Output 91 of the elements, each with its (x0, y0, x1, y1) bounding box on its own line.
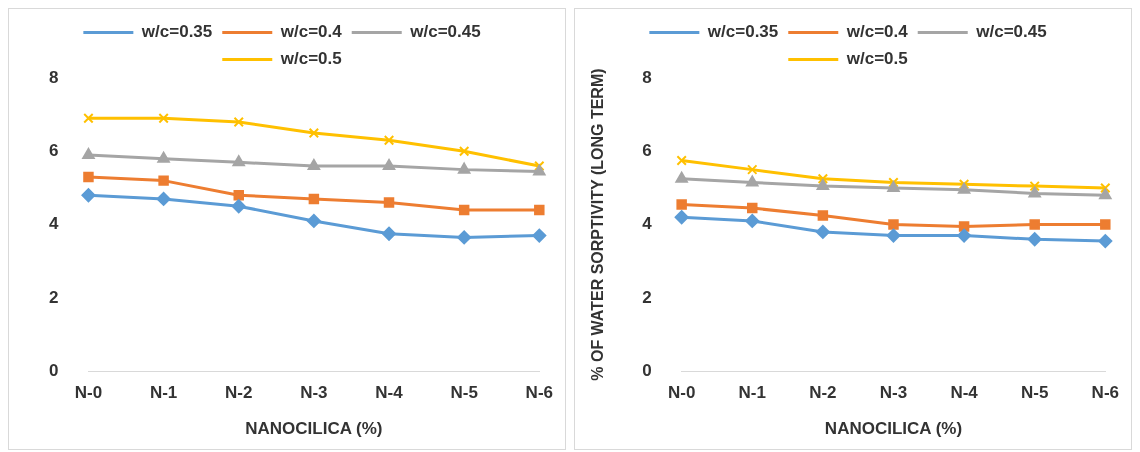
point (382, 226, 397, 241)
point (674, 210, 689, 225)
legend-label: w/c=0.4 (279, 22, 343, 42)
point (532, 228, 547, 243)
point (745, 213, 760, 228)
point (457, 162, 471, 174)
point (383, 197, 395, 208)
x-tick-label: N-5 (450, 383, 478, 403)
point (158, 175, 169, 186)
point (957, 228, 972, 243)
point (232, 155, 245, 167)
x-tick-label: N-4 (375, 383, 404, 403)
point (1027, 232, 1042, 247)
legend-label: w/c=0.35 (140, 22, 213, 42)
point (383, 135, 395, 146)
point (747, 202, 758, 214)
legend-label: w/c=0.5 (845, 49, 908, 69)
point (675, 171, 688, 183)
x-tick-label: N-0 (667, 383, 696, 403)
point (231, 199, 246, 214)
y-tick-label: 2 (48, 287, 59, 307)
x-tick-label: N-4 (950, 383, 979, 403)
point (1100, 182, 1111, 194)
point (958, 179, 970, 190)
point (1099, 188, 1112, 200)
x-tick-label: N-2 (225, 383, 253, 403)
y-axis-title: % OF WATER SORPTIVITY (LONG TERM) (589, 68, 607, 381)
point (676, 199, 687, 210)
point (815, 224, 830, 239)
point (746, 175, 759, 187)
x-tick-label: N-0 (74, 383, 103, 403)
x-axis-title: NANOCILICA (%) (245, 419, 383, 439)
point (82, 147, 95, 159)
x-tick-label: N-1 (738, 383, 766, 403)
point (1029, 180, 1040, 192)
point (308, 127, 320, 139)
point (307, 158, 321, 170)
point (157, 151, 170, 163)
point (1100, 219, 1111, 230)
point (958, 221, 970, 232)
point (887, 180, 900, 192)
point (888, 219, 899, 230)
legend-label: w/c=0.45 (975, 22, 1047, 42)
y-tick-label: 4 (48, 214, 59, 234)
legend-label: w/c=0.35 (706, 22, 779, 42)
y-tick-label: 6 (642, 140, 652, 160)
point (534, 204, 545, 216)
point (888, 177, 899, 188)
y-tick-label: 6 (48, 140, 59, 160)
legend-label: w/c=0.45 (409, 22, 481, 42)
point (747, 164, 758, 175)
point (233, 116, 244, 128)
point (457, 230, 472, 245)
point (957, 182, 971, 194)
y-tick-label: 2 (642, 287, 652, 307)
point (676, 155, 687, 166)
x-tick-label: N-1 (149, 383, 178, 403)
point (458, 146, 470, 157)
point (816, 179, 830, 191)
point (458, 204, 470, 216)
point (158, 113, 169, 124)
y-tick-label: 8 (642, 67, 652, 87)
point (817, 173, 829, 185)
x-tick-label: N-6 (1091, 383, 1120, 403)
x-tick-label: N-3 (879, 383, 908, 403)
point (533, 164, 546, 176)
legend-label: w/c=0.5 (279, 49, 342, 69)
point (382, 158, 396, 170)
point (156, 191, 171, 206)
point (1029, 219, 1040, 230)
x-axis-title: NANOCILICA (%) (824, 419, 963, 439)
point (1098, 234, 1113, 249)
legend-label: w/c=0.4 (845, 22, 909, 42)
point (308, 193, 320, 205)
point (83, 171, 94, 183)
point (817, 210, 829, 221)
y-tick-label: 0 (642, 360, 652, 380)
point (306, 213, 321, 228)
y-tick-label: 8 (48, 67, 59, 87)
point (1028, 186, 1041, 198)
point (81, 188, 96, 203)
x-tick-label: N-3 (300, 383, 328, 403)
y-tick-label: 4 (642, 214, 653, 234)
x-tick-label: N-2 (809, 383, 837, 403)
point (886, 228, 901, 243)
point (83, 113, 94, 124)
x-tick-label: N-5 (1020, 383, 1049, 403)
point (534, 160, 545, 172)
point (233, 190, 244, 201)
y-tick-label: 0 (48, 360, 59, 380)
x-tick-label: N-6 (525, 383, 554, 403)
